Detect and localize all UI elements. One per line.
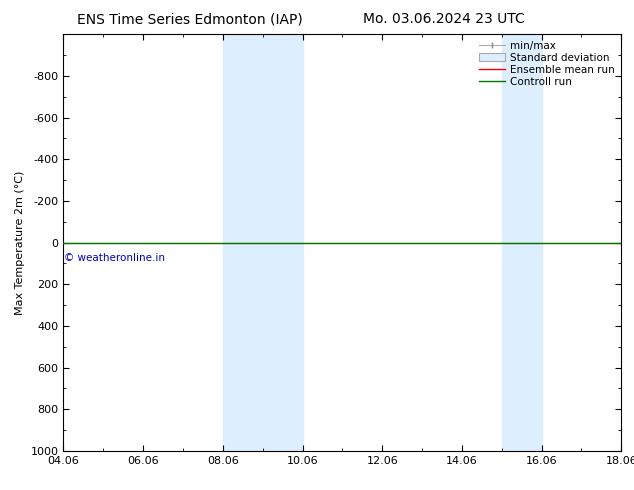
Bar [501,34,541,451]
Text: © weatheronline.in: © weatheronline.in [64,253,165,263]
Text: ENS Time Series Edmonton (IAP): ENS Time Series Edmonton (IAP) [77,12,303,26]
Y-axis label: Max Temperature 2m (°C): Max Temperature 2m (°C) [15,171,25,315]
Text: Mo. 03.06.2024 23 UTC: Mo. 03.06.2024 23 UTC [363,12,525,26]
Legend: min/max, Standard deviation, Ensemble mean run, Controll run: min/max, Standard deviation, Ensemble me… [475,36,619,91]
Bar [223,34,302,451]
